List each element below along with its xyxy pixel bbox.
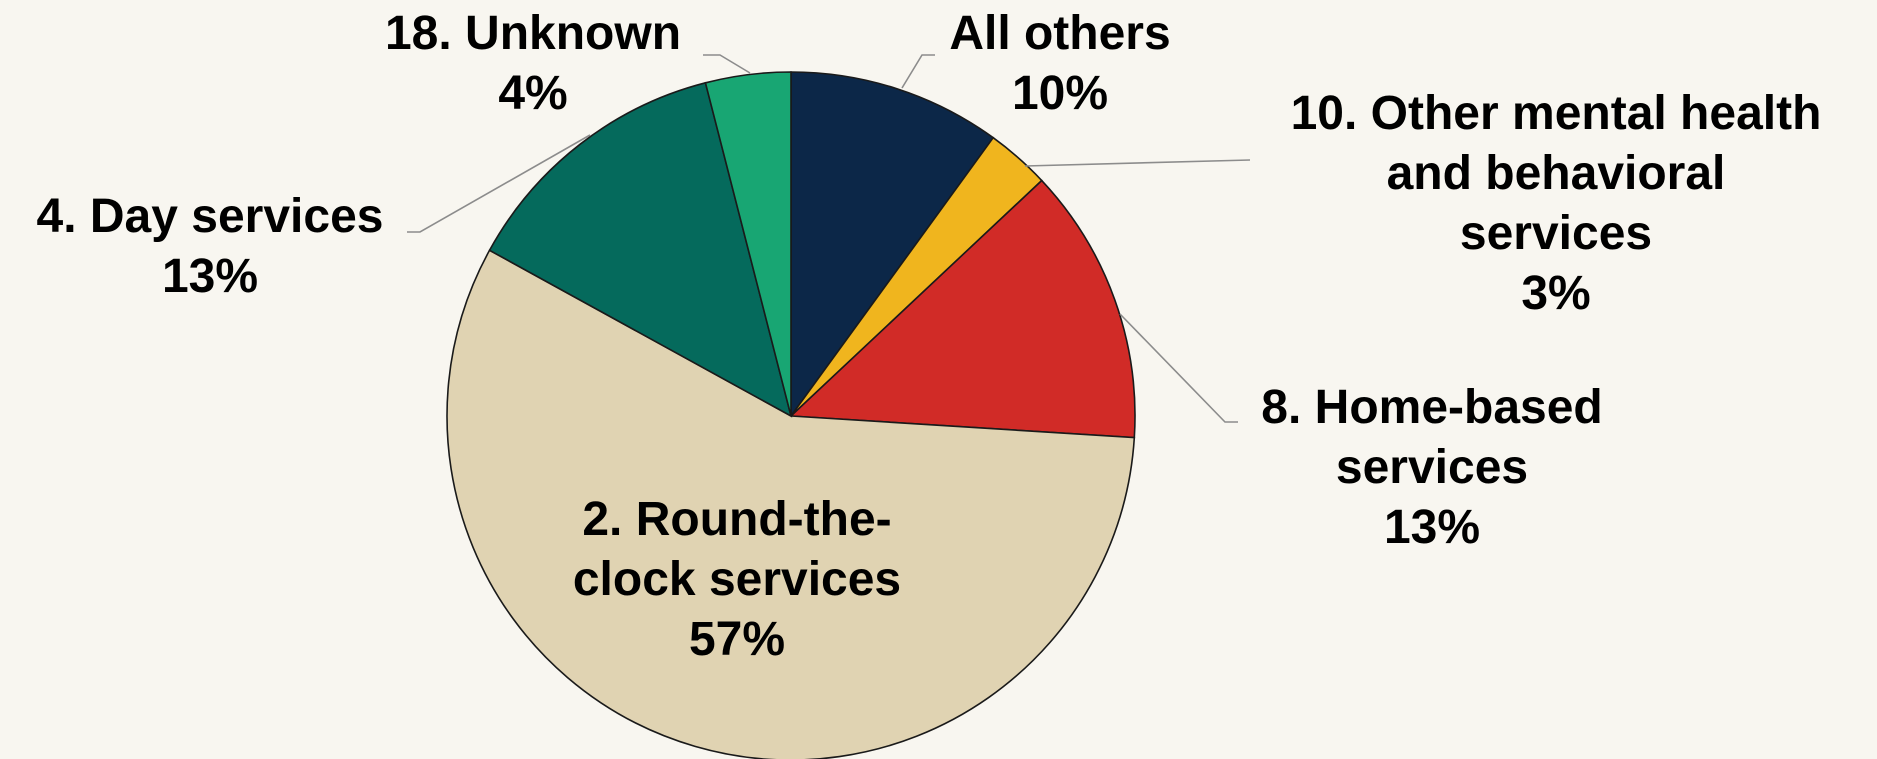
slice-category-label: 2. Round-the-clock services xyxy=(573,493,901,606)
pie-slice xyxy=(704,71,792,417)
slice-value-label: 10% xyxy=(1012,67,1108,120)
slice-category-label: 8. Home-based services xyxy=(1261,381,1602,494)
leader-line xyxy=(1024,159,1251,167)
slice-category-label: 4. Day services xyxy=(37,190,384,243)
slice-labels: All others 10% 10. Other mental health and … xyxy=(37,7,1822,666)
pie-slices xyxy=(446,71,1136,759)
leader-line xyxy=(1119,313,1238,423)
slice-value-label: 57% xyxy=(689,613,785,666)
slice-value-label: 3% xyxy=(1521,267,1590,320)
slice-value-label: 13% xyxy=(1384,501,1480,554)
slice-category-label: 18. Unknown xyxy=(385,7,681,60)
leader-line xyxy=(703,54,751,74)
leader-line xyxy=(901,54,935,89)
slice-value-label: 13% xyxy=(162,250,258,303)
slice-category-label: 10. Other mental health and behavioral ser… xyxy=(1291,87,1822,260)
pie-slice xyxy=(488,81,793,418)
leader-line xyxy=(407,134,591,233)
pie-slice xyxy=(446,249,1136,759)
slice-value-label: 4% xyxy=(498,67,567,120)
pie-slice xyxy=(790,71,995,419)
leader-lines xyxy=(407,54,1251,423)
slice-category-label: All others xyxy=(949,7,1170,60)
pie-slice xyxy=(789,179,1136,439)
